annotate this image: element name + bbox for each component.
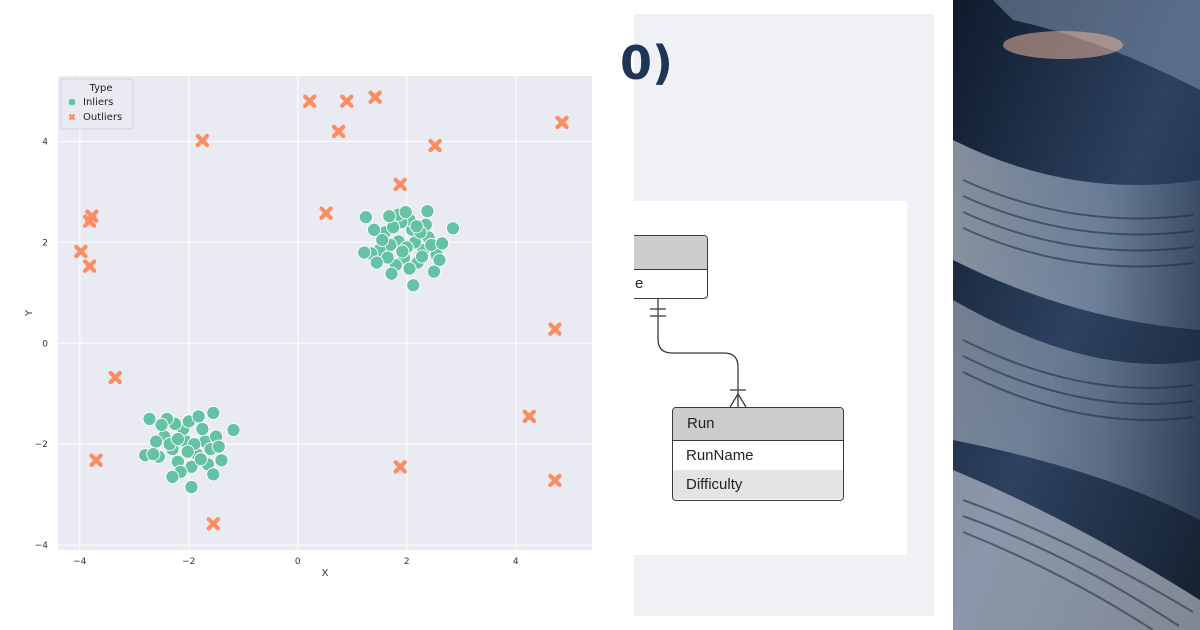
inlier-point bbox=[446, 221, 461, 236]
entity-partial-header bbox=[634, 236, 707, 270]
y-axis-label: Y bbox=[24, 309, 35, 317]
entity-run-header: Run bbox=[673, 408, 843, 441]
x-tick-label: −2 bbox=[182, 557, 195, 567]
outlier-point bbox=[303, 94, 317, 108]
x-tick-label: −4 bbox=[73, 557, 87, 567]
relationship-connector bbox=[650, 297, 747, 408]
y-tick-label: 0 bbox=[42, 339, 48, 349]
outlier-point bbox=[548, 322, 562, 336]
x-tick-label: 2 bbox=[404, 557, 410, 567]
inlier-point bbox=[206, 405, 221, 420]
entity-run: Run RunName Difficulty bbox=[672, 407, 844, 501]
inlier-point bbox=[184, 479, 199, 495]
outlier-point bbox=[393, 177, 407, 192]
entity-partial: e bbox=[634, 235, 708, 299]
legend-entry-outliers: Outliers bbox=[83, 112, 122, 123]
slide-panel: 0) e Run RunName Difficulty bbox=[620, 14, 934, 616]
outlier-point bbox=[89, 453, 103, 467]
x-tick-label: 0 bbox=[295, 557, 301, 567]
scatter-chart: −4 −2 0 2 4 −4 −2 0 2 4 X Y Type Inliers Outliers bbox=[24, 76, 592, 579]
entity-partial-attribute: e bbox=[635, 275, 644, 292]
inlier-point bbox=[384, 266, 399, 281]
outlier-point bbox=[555, 115, 569, 130]
inlier-point bbox=[206, 467, 221, 482]
x-axis-label: X bbox=[322, 568, 329, 579]
inlier-point bbox=[375, 232, 390, 247]
outlier-point bbox=[82, 214, 97, 228]
newspaper-photo bbox=[953, 0, 1200, 630]
legend-box bbox=[60, 78, 134, 130]
outlier-point bbox=[522, 409, 537, 424]
inlier-point bbox=[154, 417, 169, 432]
inlier-point bbox=[358, 210, 373, 225]
inlier-point bbox=[402, 261, 417, 276]
inlier-point bbox=[226, 422, 241, 438]
outlier-point bbox=[331, 124, 346, 139]
inlier-point bbox=[406, 278, 421, 293]
x-tick-label: 4 bbox=[513, 557, 519, 567]
outlier-point bbox=[82, 259, 97, 273]
inlier-point bbox=[366, 222, 382, 237]
y-tick-label: 4 bbox=[42, 138, 48, 148]
slide-title-fragment: 0) bbox=[620, 36, 674, 90]
inlier-point bbox=[142, 411, 157, 426]
inlier-point bbox=[382, 209, 397, 224]
inlier-point bbox=[170, 432, 185, 447]
inlier-point bbox=[395, 244, 410, 259]
inlier-point bbox=[432, 253, 447, 268]
inlier-point bbox=[165, 469, 180, 484]
outlier-point bbox=[108, 370, 122, 385]
inlier-point bbox=[149, 434, 164, 449]
outlier-point bbox=[548, 473, 562, 488]
plot-area bbox=[58, 76, 592, 550]
inlier-point bbox=[211, 439, 226, 454]
inlier-point bbox=[146, 447, 161, 462]
outlier-point bbox=[393, 460, 407, 474]
legend-marker-inliers bbox=[68, 98, 76, 106]
inlier-point bbox=[420, 204, 435, 219]
inlier-point bbox=[369, 255, 384, 270]
plot-marks bbox=[74, 90, 569, 531]
crowfoot-left bbox=[729, 393, 739, 408]
inlier-point bbox=[398, 205, 413, 220]
inlier-point bbox=[193, 452, 208, 467]
inlier-point bbox=[357, 245, 372, 260]
outlier-point bbox=[206, 517, 220, 531]
crowfoot-right bbox=[737, 393, 747, 408]
y-tick-label: −4 bbox=[35, 541, 49, 551]
outlier-point bbox=[368, 90, 382, 104]
inlier-point bbox=[180, 444, 195, 459]
legend-title: Type bbox=[89, 83, 113, 94]
outlier-point bbox=[195, 133, 210, 148]
inlier-point bbox=[191, 409, 206, 424]
outlier-point bbox=[74, 244, 88, 259]
er-diagram-card: e Run RunName Difficulty bbox=[634, 201, 907, 555]
y-tick-label: 2 bbox=[42, 238, 48, 248]
legend-entry-inliers: Inliers bbox=[83, 97, 113, 108]
entity-run-attribute-runname: RunName bbox=[686, 447, 754, 464]
outlier-point bbox=[319, 206, 333, 220]
legend-marker-outliers bbox=[68, 113, 76, 121]
scatter-plot-svg: −4 −2 0 2 4 −4 −2 0 2 4 X Y Type Inliers Outliers bbox=[24, 76, 592, 579]
newspaper-pages-icon bbox=[953, 0, 1200, 630]
inlier-point bbox=[214, 453, 229, 468]
outlier-point bbox=[340, 94, 354, 108]
inlier-point bbox=[409, 219, 424, 234]
inlier-point bbox=[426, 264, 442, 279]
entity-run-attribute-difficulty: Difficulty bbox=[673, 470, 843, 499]
inlier-point bbox=[414, 249, 430, 264]
inlier-point bbox=[195, 421, 210, 437]
connector-line bbox=[657, 297, 739, 407]
y-tick-label: −2 bbox=[35, 440, 48, 450]
inlier-point bbox=[435, 236, 450, 251]
outlier-point bbox=[428, 138, 442, 153]
